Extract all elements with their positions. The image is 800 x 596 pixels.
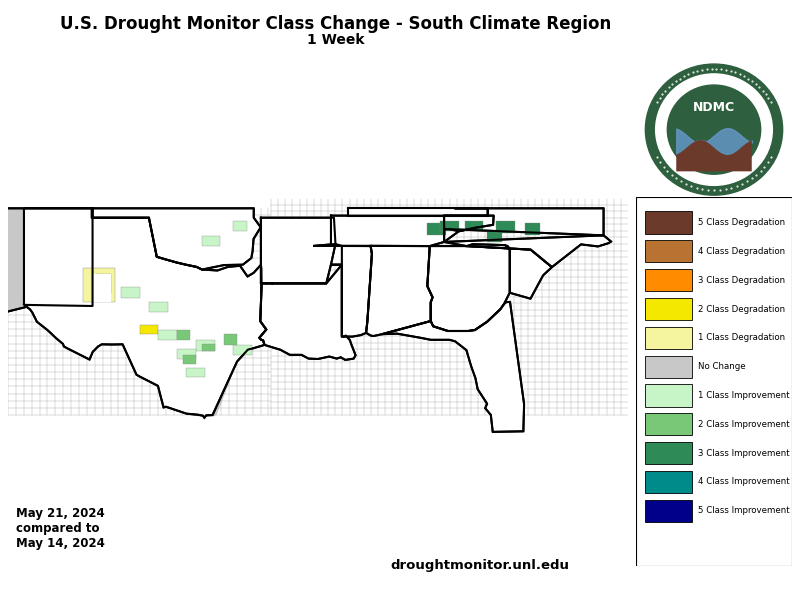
Polygon shape	[24, 209, 266, 418]
Bar	[646, 471, 692, 493]
Polygon shape	[444, 209, 603, 235]
Polygon shape	[158, 330, 177, 340]
Text: 1 Class Improvement: 1 Class Improvement	[698, 391, 790, 400]
Polygon shape	[331, 216, 494, 246]
Text: 3 Class Improvement: 3 Class Improvement	[698, 449, 790, 458]
Text: 5 Class Improvement: 5 Class Improvement	[698, 506, 790, 516]
Polygon shape	[366, 246, 433, 336]
Polygon shape	[382, 302, 524, 432]
Polygon shape	[186, 368, 206, 377]
Polygon shape	[525, 224, 540, 235]
Polygon shape	[427, 224, 446, 235]
Text: 2 Class Improvement: 2 Class Improvement	[698, 420, 790, 429]
Polygon shape	[314, 244, 372, 337]
Circle shape	[667, 85, 761, 174]
Text: 3 Class Degradation: 3 Class Degradation	[698, 276, 786, 285]
Polygon shape	[346, 274, 365, 293]
Polygon shape	[202, 343, 214, 351]
Bar	[646, 327, 692, 349]
Polygon shape	[83, 268, 115, 302]
Polygon shape	[139, 218, 168, 255]
Polygon shape	[440, 222, 459, 231]
Bar	[646, 356, 692, 378]
Polygon shape	[139, 259, 262, 340]
Text: 2 Class Degradation: 2 Class Degradation	[698, 305, 786, 313]
Polygon shape	[18, 218, 93, 259]
Polygon shape	[130, 349, 238, 417]
Polygon shape	[427, 244, 510, 331]
Bar	[646, 499, 692, 522]
Polygon shape	[444, 216, 611, 267]
Bar	[646, 442, 692, 464]
Polygon shape	[261, 218, 342, 284]
Polygon shape	[497, 222, 515, 232]
Polygon shape	[202, 237, 220, 246]
Polygon shape	[196, 340, 214, 351]
Text: 1 Week: 1 Week	[307, 33, 365, 46]
Text: U.S. Drought Monitor Class Change - South Climate Region: U.S. Drought Monitor Class Change - Sout…	[60, 15, 612, 33]
Polygon shape	[0, 209, 93, 315]
Text: droughtmonitor.unl.edu: droughtmonitor.unl.edu	[390, 559, 570, 572]
Polygon shape	[93, 209, 149, 218]
Bar	[646, 413, 692, 436]
Polygon shape	[74, 259, 139, 302]
Text: NDMC: NDMC	[693, 101, 735, 114]
Polygon shape	[177, 349, 196, 359]
Bar	[646, 298, 692, 320]
Bar	[646, 212, 692, 234]
Polygon shape	[18, 304, 93, 343]
Polygon shape	[93, 259, 139, 302]
Polygon shape	[234, 222, 246, 231]
Polygon shape	[487, 231, 502, 242]
Polygon shape	[348, 209, 488, 216]
Polygon shape	[466, 244, 552, 299]
Polygon shape	[121, 287, 139, 299]
Text: 4 Class Improvement: 4 Class Improvement	[698, 477, 790, 486]
Bar	[646, 384, 692, 406]
Polygon shape	[234, 346, 252, 355]
Text: 1 Class Degradation: 1 Class Degradation	[698, 333, 786, 342]
Bar	[646, 240, 692, 262]
Polygon shape	[224, 334, 238, 346]
Bar	[646, 269, 692, 291]
Polygon shape	[93, 274, 111, 302]
Circle shape	[656, 74, 772, 185]
Polygon shape	[465, 222, 483, 231]
Polygon shape	[259, 265, 355, 360]
Polygon shape	[93, 209, 261, 269]
Polygon shape	[676, 140, 752, 172]
Polygon shape	[177, 330, 190, 340]
Polygon shape	[139, 325, 158, 334]
Polygon shape	[149, 302, 168, 312]
Polygon shape	[55, 327, 83, 349]
Text: 4 Class Degradation: 4 Class Degradation	[698, 247, 786, 256]
Text: May 21, 2024
compared to
May 14, 2024: May 21, 2024 compared to May 14, 2024	[16, 507, 105, 550]
Text: 5 Class Degradation: 5 Class Degradation	[698, 218, 786, 227]
Polygon shape	[182, 355, 196, 364]
Circle shape	[646, 64, 782, 195]
Text: No Change: No Change	[698, 362, 746, 371]
Polygon shape	[96, 274, 111, 293]
